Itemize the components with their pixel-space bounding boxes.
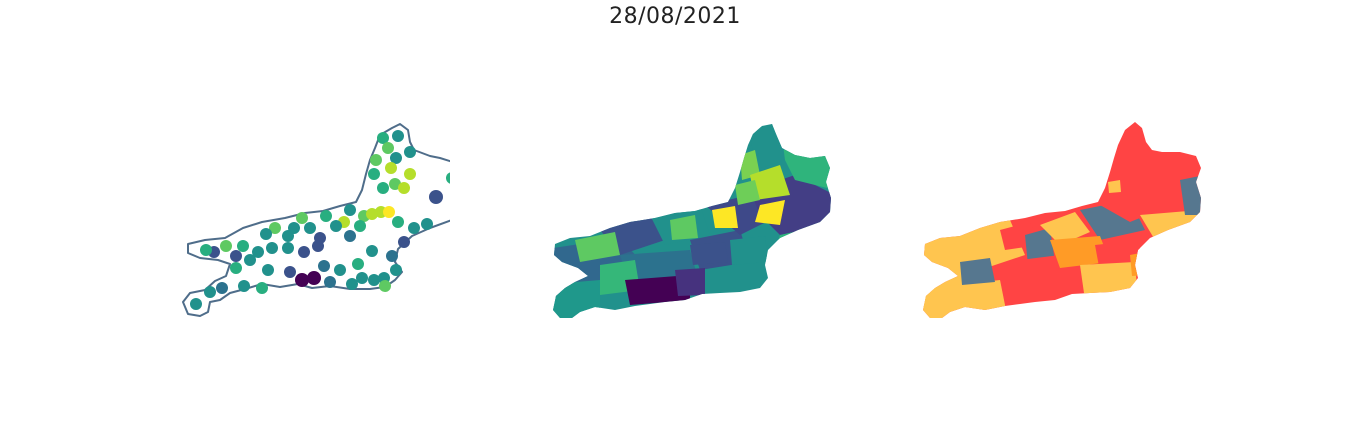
municipality-point-62 <box>379 280 391 292</box>
municipality-point-64 <box>238 280 250 292</box>
municipality-point-59 <box>356 272 368 284</box>
municipality-point-9 <box>377 182 389 194</box>
municipality-point-21 <box>344 204 356 216</box>
municipality-point-48 <box>262 264 274 276</box>
municipality-point-13 <box>446 172 450 184</box>
municipality-point-53 <box>318 260 330 272</box>
municipality-point-68 <box>314 232 326 244</box>
municipality-point-43 <box>220 240 232 252</box>
municipality-point-40 <box>266 242 278 254</box>
category-panel <box>900 0 1350 444</box>
municipality-point-41 <box>252 246 264 258</box>
choropleth-panel <box>450 0 900 444</box>
municipality-point-66 <box>204 286 216 298</box>
municipality-point-52 <box>307 271 321 285</box>
municipality-point-65 <box>216 282 228 294</box>
municipality-point-63 <box>256 282 268 294</box>
point-map-panel <box>0 0 450 444</box>
municipality-point-45 <box>200 244 212 256</box>
municipality-point-46 <box>230 250 242 262</box>
municipality-point-67 <box>190 298 202 310</box>
municipality-point-55 <box>352 258 364 270</box>
municipality-point-7 <box>385 162 397 174</box>
choropleth-regions <box>553 124 831 318</box>
municipality-point-49 <box>230 262 242 274</box>
municipality-point-38 <box>298 246 310 258</box>
municipality-point-69 <box>282 230 294 242</box>
municipality-point-60 <box>346 278 358 290</box>
municipality-point-4 <box>404 146 416 158</box>
municipality-point-1 <box>377 132 389 144</box>
state-outline <box>182 123 450 317</box>
category-map <box>923 122 1201 318</box>
municipality-point-6 <box>370 154 382 166</box>
municipality-point-35 <box>344 230 356 242</box>
municipality-point-30 <box>260 228 272 240</box>
municipality-point-2 <box>392 130 404 142</box>
municipality-point-34 <box>386 250 398 262</box>
municipality-point-5 <box>390 152 402 164</box>
municipality-point-15 <box>429 190 443 204</box>
point-map <box>182 123 450 317</box>
figure-title: 28/08/2021 <box>609 4 741 29</box>
municipality-point-61 <box>324 276 336 288</box>
municipality-point-50 <box>284 266 296 278</box>
municipality-point-31 <box>421 218 433 230</box>
municipality-point-51 <box>295 273 309 287</box>
municipality-point-11 <box>398 182 410 194</box>
municipality-point-19 <box>383 206 395 218</box>
municipality-point-12 <box>404 168 416 180</box>
choropleth-map <box>553 124 831 318</box>
municipality-point-26 <box>296 212 308 224</box>
municipality-point-8 <box>368 168 380 180</box>
municipality-point-42 <box>237 240 249 252</box>
municipality-point-33 <box>398 236 410 248</box>
municipality-point-10 <box>389 178 401 190</box>
category-regions <box>923 122 1201 318</box>
municipality-point-47 <box>244 254 256 266</box>
municipality-point-18 <box>366 208 378 220</box>
municipality-point-3 <box>382 142 394 154</box>
municipality-point-29 <box>269 222 281 234</box>
municipality-point-23 <box>354 220 366 232</box>
municipality-point-24 <box>320 210 332 222</box>
municipality-point-25 <box>330 220 342 232</box>
municipality-points <box>190 130 450 310</box>
municipality-point-56 <box>368 274 380 286</box>
municipality-point-54 <box>334 264 346 276</box>
municipality-point-58 <box>390 264 402 276</box>
municipality-point-20 <box>392 216 404 228</box>
municipality-point-28 <box>304 222 316 234</box>
municipality-point-39 <box>282 242 294 254</box>
municipality-point-36 <box>366 245 378 257</box>
municipality-point-32 <box>408 222 420 234</box>
